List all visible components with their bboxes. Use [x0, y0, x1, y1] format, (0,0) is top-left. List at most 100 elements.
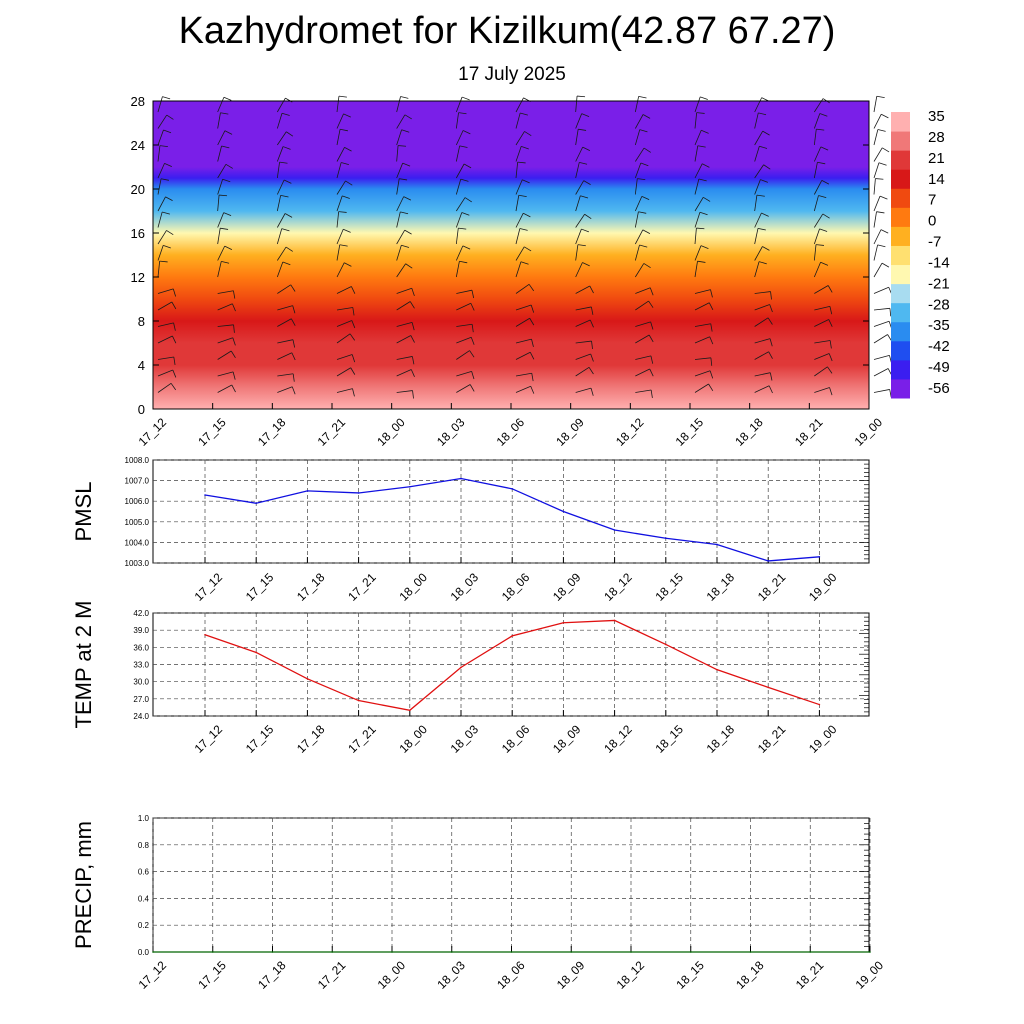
- wind-barb: [157, 335, 173, 344]
- wind-barb: [217, 261, 222, 278]
- wind-barb: [515, 283, 530, 294]
- y-axis-label: PRECIP, mm: [71, 821, 96, 949]
- wind-barb: [217, 337, 233, 344]
- wind-barb: [217, 371, 234, 377]
- wind-barb: [813, 244, 817, 261]
- data-point: [255, 502, 257, 505]
- wind-barb-flag: [577, 95, 586, 98]
- wind-barb-flag: [881, 262, 890, 268]
- colorbar-label: 28: [928, 129, 945, 146]
- wind-barb: [634, 129, 641, 146]
- x-tick-label: 18_09: [554, 958, 588, 992]
- x-tick-label: 18_18: [733, 958, 767, 992]
- wind-barb-flag: [220, 112, 229, 115]
- wind-barb-flag: [528, 284, 535, 292]
- wind-barb: [873, 286, 889, 294]
- y-tick-label: 24: [131, 138, 145, 153]
- wind-barb: [456, 384, 471, 393]
- wind-barb: [575, 214, 585, 228]
- y-tick-label: 36.0: [133, 643, 149, 652]
- wind-barb: [694, 336, 710, 344]
- data-point: [767, 686, 769, 689]
- wind-barb-flag: [581, 228, 590, 233]
- wind-barb-flag: [398, 145, 407, 147]
- wind-barb: [754, 164, 764, 179]
- wind-barb: [575, 146, 584, 162]
- wind-barb-flag: [815, 244, 825, 246]
- x-tick-label: 18_00: [375, 958, 409, 992]
- wind-barb: [157, 356, 174, 360]
- wind-barb-flag: [762, 130, 770, 136]
- wind-barb: [813, 113, 821, 129]
- wind-barb: [694, 178, 700, 195]
- wind-barb: [456, 336, 472, 344]
- wind-barb: [634, 178, 638, 195]
- wind-barb: [336, 333, 351, 344]
- wind-barb-flag: [230, 350, 236, 359]
- wind-barb-flag: [172, 369, 177, 378]
- y-tick-label: 0.4: [138, 894, 150, 903]
- wind-barb-flag: [760, 179, 769, 183]
- wind-barb-flag: [701, 129, 709, 134]
- wind-barb-flag: [172, 288, 177, 297]
- pmsl-panel: 1003.0 1004.0 1005.0 1006.0 1007.0 1008.0 17_1…: [71, 456, 870, 604]
- colorbar-label: -49: [928, 359, 950, 376]
- wind-barb: [873, 354, 890, 360]
- data-point: [211, 951, 214, 953]
- wind-barb-flag: [345, 180, 353, 186]
- wind-barb: [455, 197, 466, 212]
- wind-barb: [813, 129, 817, 146]
- wind-barb-flag: [643, 263, 651, 269]
- wind-barb: [515, 372, 532, 377]
- wind-barb-flag: [529, 352, 535, 360]
- wind-barb: [754, 338, 771, 344]
- wind-barb-flag: [520, 112, 528, 116]
- x-tick-label: 18_18: [704, 722, 738, 756]
- wind-barb-flag: [221, 145, 230, 149]
- wind-barb-flag: [471, 371, 475, 380]
- wind-barb: [456, 323, 473, 327]
- wind-barb: [635, 389, 652, 393]
- wind-barb-flag: [828, 353, 833, 362]
- wind-barb-flag: [698, 178, 707, 182]
- data-point: [716, 543, 718, 546]
- wind-barb-flag: [818, 195, 827, 199]
- chart-title: Kazhydromet for Kizilkum(42.87 67.27): [178, 10, 836, 52]
- data-point: [562, 510, 565, 513]
- data-point: [510, 951, 513, 953]
- colorbar-swatch: [891, 321, 910, 342]
- wind-barb-flag: [412, 390, 414, 399]
- wind-barb: [634, 196, 643, 212]
- wind-barb-flag: [876, 95, 885, 99]
- wind-barb: [336, 320, 352, 327]
- wind-barb: [276, 179, 285, 195]
- wind-barb-flag: [881, 113, 889, 119]
- data-point: [306, 490, 309, 492]
- temperature-field: [153, 101, 869, 409]
- wind-barb-flag: [640, 162, 649, 167]
- data-point: [511, 635, 513, 637]
- wind-barb-flag: [284, 213, 293, 218]
- wind-barb-flag: [530, 304, 535, 313]
- wind-barb: [336, 354, 353, 360]
- wind-barb: [336, 162, 342, 179]
- wind-barb-flag: [769, 338, 773, 347]
- wind-barb-flag: [286, 131, 294, 137]
- data-point: [562, 621, 565, 624]
- colorbar-label: -42: [928, 338, 950, 355]
- y-tick-label: 1007.0: [125, 477, 150, 486]
- wind-barb-flag: [588, 367, 594, 375]
- wind-barb: [157, 129, 164, 146]
- wind-barb: [634, 96, 640, 113]
- wind-barb-flag: [524, 131, 532, 137]
- wind-barb-flag: [590, 387, 594, 396]
- wind-barb: [455, 245, 464, 261]
- data-point: [630, 951, 632, 953]
- x-tick-label: 18_06: [499, 570, 533, 604]
- wind-barb: [456, 350, 470, 360]
- wind-barb-flag: [819, 228, 828, 232]
- x-tick-label: 17_18: [294, 570, 328, 604]
- wind-barb: [515, 179, 523, 195]
- wind-barb: [217, 303, 233, 311]
- wind-barb-flag: [829, 387, 833, 396]
